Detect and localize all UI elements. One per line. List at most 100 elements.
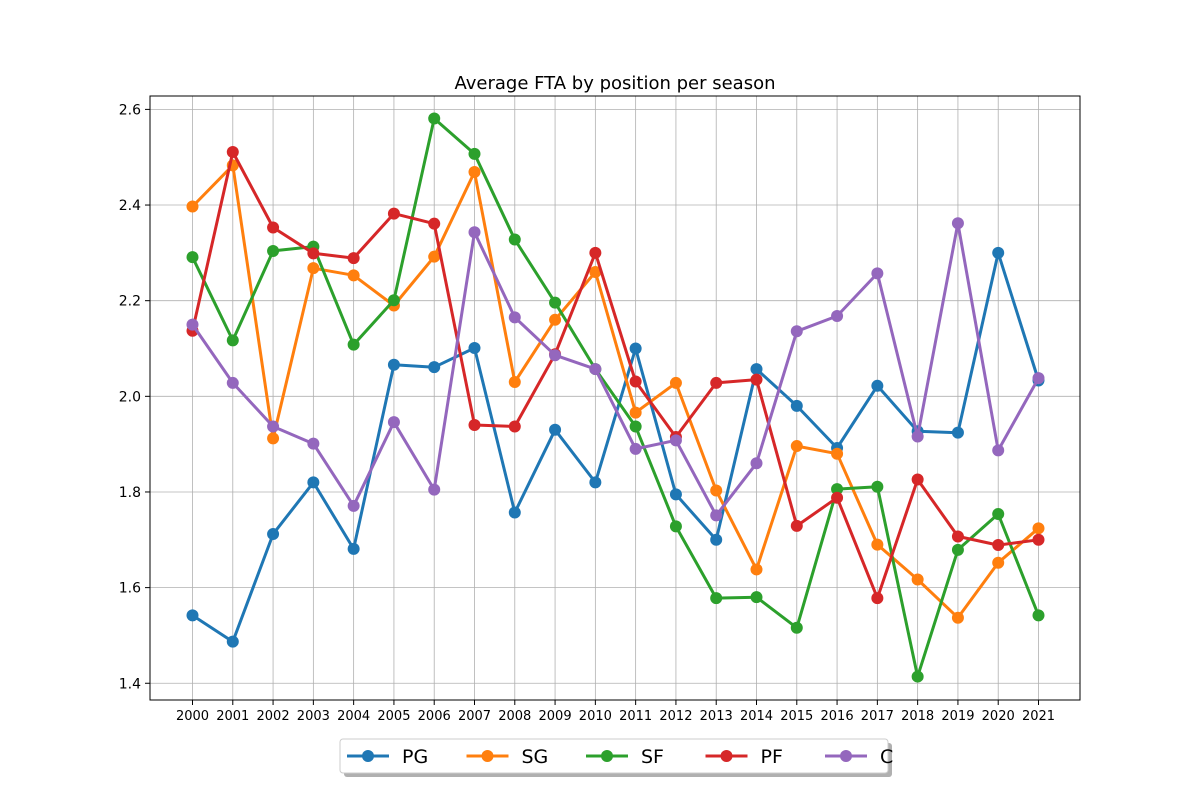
data-point-c [549,349,562,362]
data-point-sf [951,543,964,556]
data-point-sg [629,406,642,419]
data-point-sg [589,265,602,278]
data-point-sg [468,166,481,179]
data-point-sf [629,420,642,433]
legend-label: SG [522,746,549,768]
legend-label: PG [402,746,428,768]
data-point-pg [387,358,400,371]
legend-item-pg: PG [347,746,428,768]
x-tick-label: 2008 [498,709,531,724]
series-sg [186,159,1045,624]
series-c [186,217,1045,522]
data-point-pf [347,252,360,265]
legend-item-pf: PF [705,746,783,768]
data-point-pg [871,379,884,392]
x-tick-label: 2001 [216,709,249,724]
data-point-pf [1032,533,1045,546]
data-point-c [468,226,481,239]
legend-marker [720,750,733,762]
series-line-pf [191,150,1039,600]
x-tick-label: 2019 [941,709,974,724]
data-point-sg [992,556,1005,569]
legend-marker [362,750,374,762]
series-pg [186,246,1045,648]
legend-items: PG SG SF PF C [347,746,893,768]
data-point-sg [428,250,441,263]
x-tick-label: 2002 [257,709,290,724]
data-point-c [387,416,400,429]
data-point-sf [669,520,682,533]
plot-area-frame [149,95,1081,701]
series-line-sf [191,117,1040,679]
x-tick-label: 2016 [821,709,854,724]
data-point-sf [790,621,803,634]
data-point-pf [307,247,320,260]
legend-label: PF [761,746,783,768]
data-point-c [790,325,803,338]
x-tick-label: 2014 [740,709,773,724]
x-tick-label: 2013 [700,709,733,724]
y-tick-label: 2.0 [119,389,141,405]
x-tick-label: 2005 [377,709,410,724]
data-point-pg [629,342,642,355]
data-point-pg [307,476,320,489]
data-point-sf [267,244,280,257]
data-point-sg [549,313,562,326]
x-tick-label: 2011 [619,709,652,724]
data-point-sg [790,440,803,453]
data-point-pg [508,506,521,519]
y-tick-label: 1.4 [119,676,141,692]
chart-title: Average FTA by position per season [454,73,775,94]
data-point-pf [468,419,481,432]
series-line-pg [191,251,1040,644]
data-point-sf [911,670,924,683]
data-point-pf [790,519,803,532]
data-point-c [669,434,682,447]
data-point-pf [871,592,884,605]
data-point-c [186,318,199,331]
data-point-pf [508,420,521,433]
x-tick-label: 2020 [982,709,1015,724]
data-point-sf [1032,609,1045,622]
y-tick-label: 1.6 [119,581,141,597]
data-point-sf [347,338,360,351]
data-point-sg [831,447,844,460]
x-tick-label: 2015 [780,709,813,724]
x-tick-label: 2018 [901,709,934,724]
data-point-sf [992,507,1005,520]
data-point-pg [347,542,360,555]
data-point-pf [992,539,1005,552]
data-point-c [871,267,884,280]
data-point-sg [750,563,763,576]
legend-marker [840,750,852,762]
x-tick-label: 2006 [418,709,451,724]
data-point-pg [669,488,682,501]
data-point-pg [226,635,239,648]
data-point-c [1032,372,1045,385]
data-point-sg [710,484,723,497]
series-lines [186,112,1045,683]
data-point-pf [226,145,239,158]
series-sf [186,112,1045,683]
data-point-pg [750,363,763,376]
data-point-sf [428,112,441,125]
data-point-pf [750,373,763,386]
data-point-sg [267,432,280,445]
data-point-c [226,376,239,389]
data-point-sg [951,611,964,624]
data-point-pg [186,609,199,622]
data-point-c [508,311,521,324]
data-point-c [347,499,360,512]
x-tick-label: 2010 [579,709,612,724]
data-point-sg [871,538,884,551]
data-point-sf [710,592,723,605]
data-point-sg [669,376,682,389]
data-point-c [428,483,441,496]
legend: PG SG SF PF C [339,738,893,777]
data-point-pf [911,473,924,486]
data-point-c [750,457,763,470]
data-point-pf [387,207,400,220]
data-point-pg [589,476,602,489]
x-tick-label: 2000 [176,709,209,724]
data-point-sf [508,233,521,246]
